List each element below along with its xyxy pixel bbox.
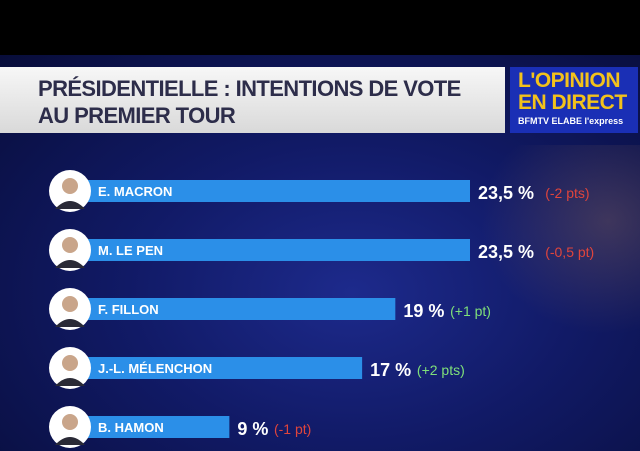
bar-category-label: J.-L. MÉLENCHON bbox=[98, 361, 212, 376]
bar-change-label: (+2 pts) bbox=[417, 362, 465, 378]
bar-change-label: (-1 pt) bbox=[274, 421, 311, 437]
bar bbox=[80, 239, 470, 261]
bar-category-label: E. MACRON bbox=[98, 184, 172, 199]
logo-sources: BFMTV ELABE l'express bbox=[518, 116, 624, 126]
bar-value-label: 23,5 % bbox=[478, 242, 534, 262]
bar-value-label: 23,5 % bbox=[478, 183, 534, 203]
candidate-portrait bbox=[49, 229, 91, 271]
title-line-1: PRÉSIDENTIELLE : INTENTIONS DE VOTE bbox=[38, 76, 461, 101]
bar-category-label: M. LE PEN bbox=[98, 243, 163, 258]
bar-change-label: (-0,5 pt) bbox=[545, 244, 594, 260]
logo-line-1: L'OPINION bbox=[518, 69, 621, 92]
bar-category-label: F. FILLON bbox=[98, 302, 159, 317]
bar-change-label: (-2 pts) bbox=[545, 185, 589, 201]
bar-value-label: 19 % bbox=[403, 301, 444, 321]
bar-value-label: 17 % bbox=[370, 360, 411, 380]
candidate-portrait bbox=[49, 170, 91, 212]
candidate-portrait bbox=[49, 288, 91, 330]
bar bbox=[80, 180, 470, 202]
bar-chart: E. MACRON 23,5 % (-2 pts) M. LE PEN 23,5 % (-… bbox=[49, 170, 594, 448]
title-line-2: AU PREMIER TOUR bbox=[38, 103, 236, 128]
bar-category-label: B. HAMON bbox=[98, 420, 164, 435]
logo-line-2: EN DIRECT bbox=[518, 91, 627, 114]
bar-change-label: (+1 pt) bbox=[450, 303, 491, 319]
candidate-portrait bbox=[49, 347, 91, 389]
candidate-portrait bbox=[49, 406, 91, 448]
bar bbox=[80, 357, 363, 379]
bar-value-label: 9 % bbox=[237, 419, 268, 439]
bar bbox=[80, 416, 230, 438]
opinion-en-direct-logo: L'OPINION EN DIRECT BFMTV ELABE l'expres… bbox=[510, 67, 638, 133]
tv-screen: PRÉSIDENTIELLE : INTENTIONS DE VOTE AU P… bbox=[0, 55, 640, 451]
chart-header: PRÉSIDENTIELLE : INTENTIONS DE VOTE AU P… bbox=[0, 67, 505, 133]
bar bbox=[80, 298, 396, 320]
